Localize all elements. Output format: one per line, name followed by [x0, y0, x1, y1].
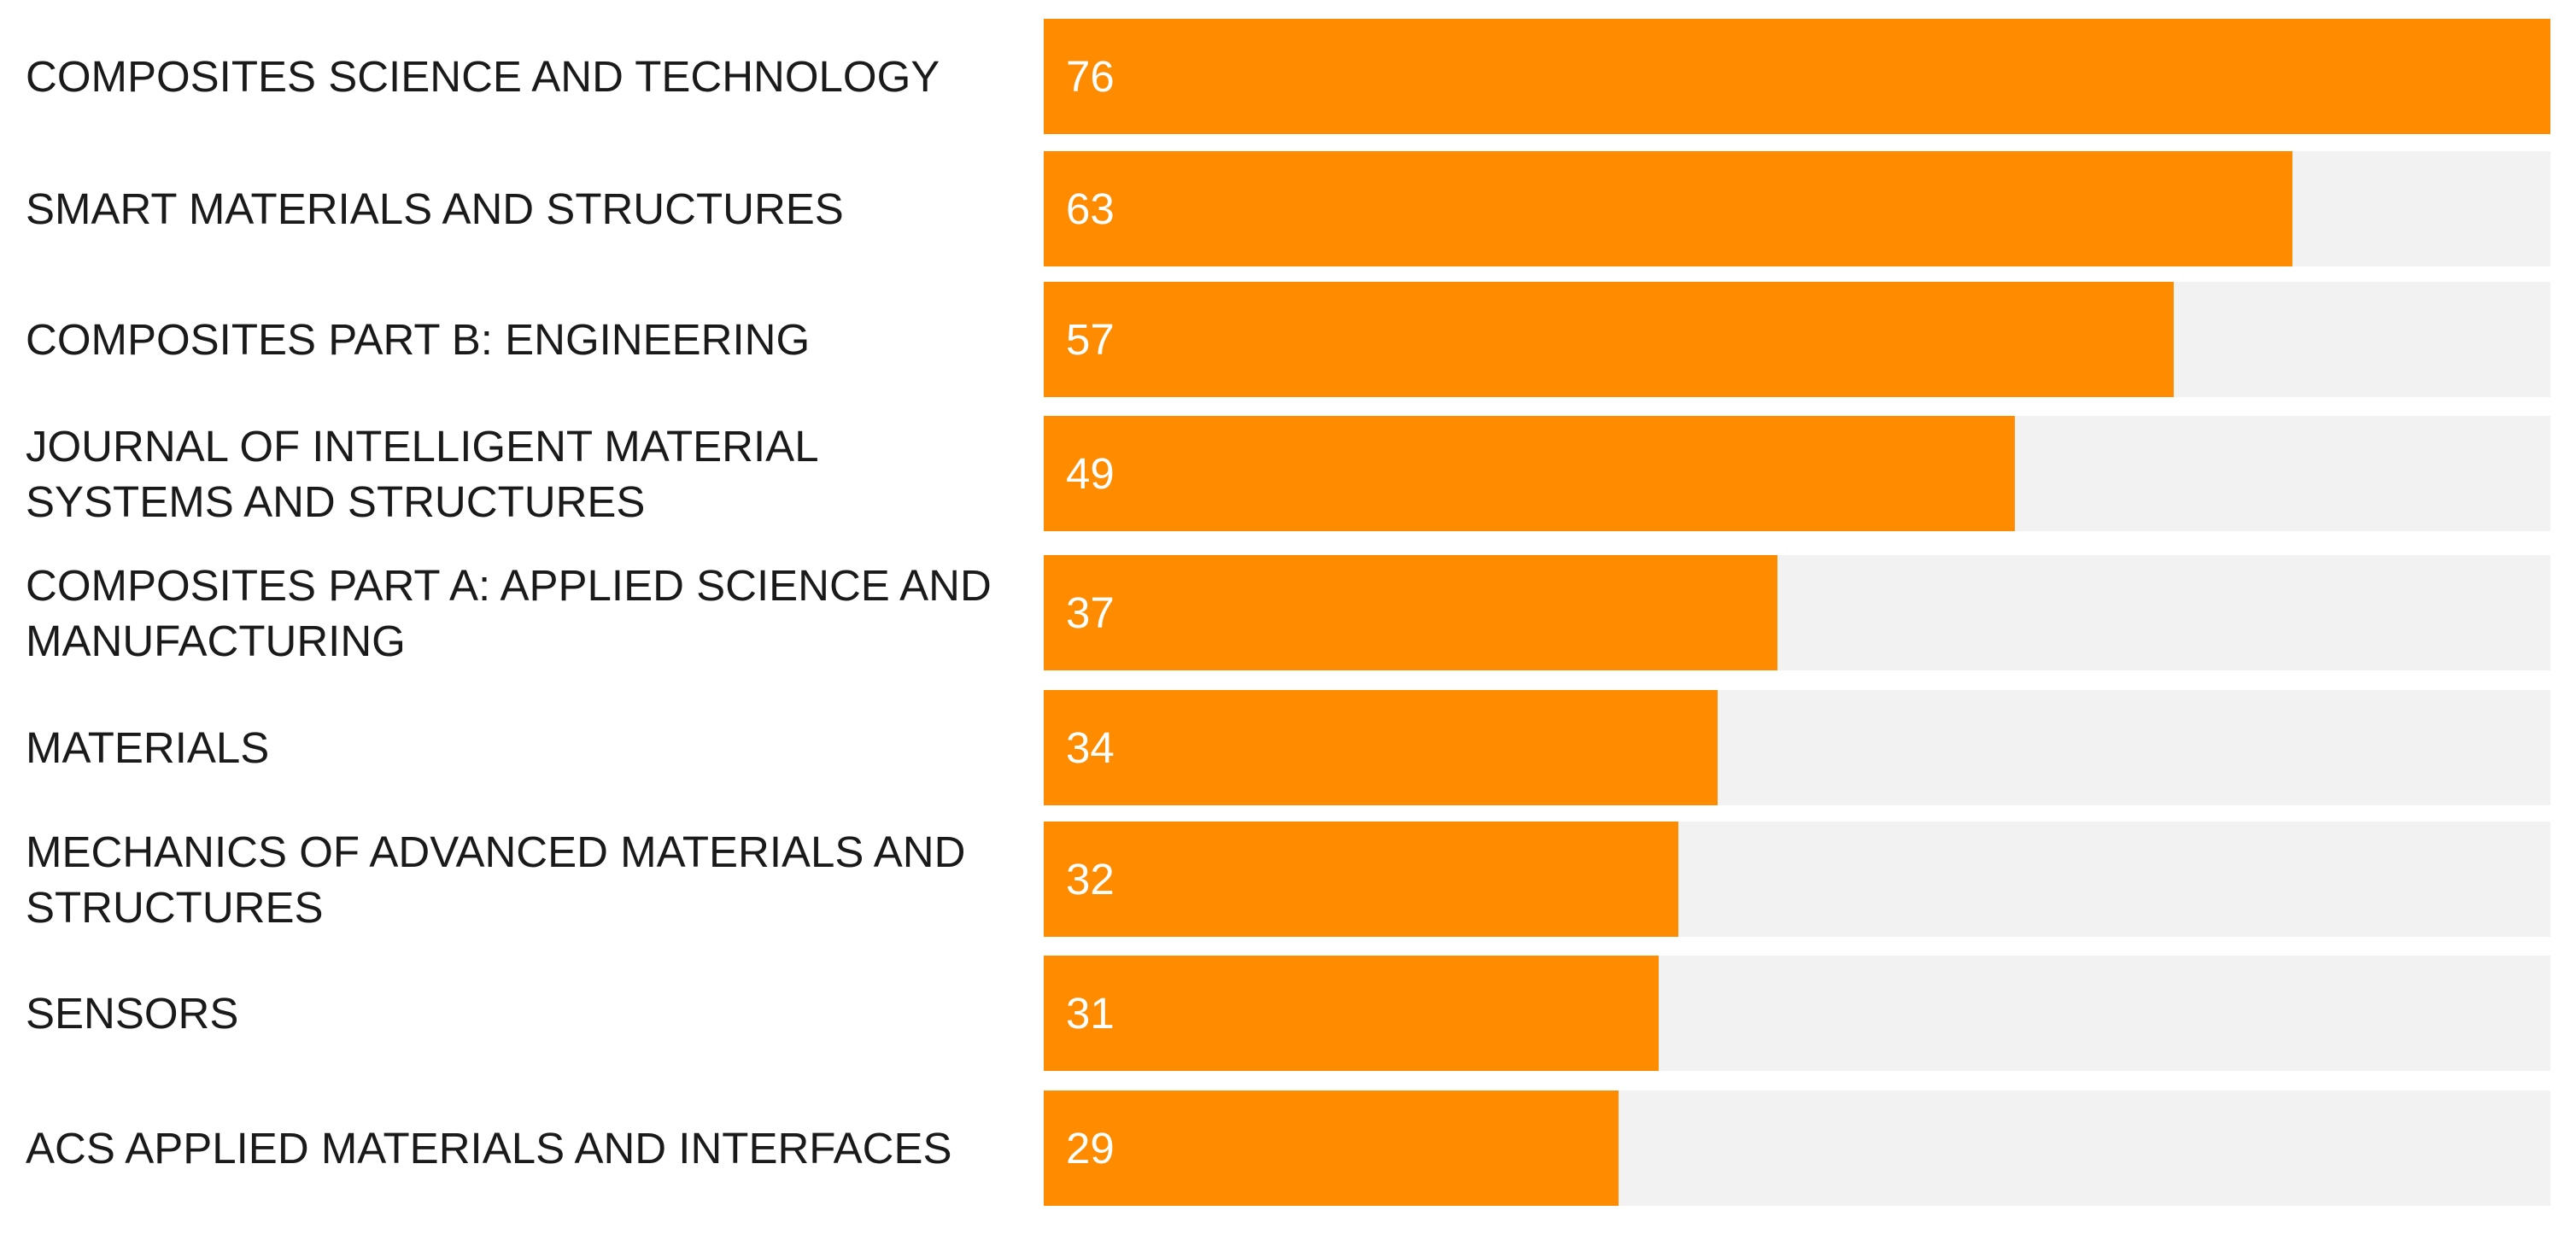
category-label: SENSORS	[26, 989, 239, 1038]
bar-row: ACS APPLIED MATERIALS AND INTERFACES 29	[0, 1091, 2576, 1206]
category-label: COMPOSITES SCIENCE AND TECHNOLOGY	[26, 52, 940, 101]
bar	[1044, 555, 1777, 670]
category-label: ACS APPLIED MATERIALS AND INTERFACES	[26, 1124, 952, 1173]
bar	[1044, 690, 1718, 805]
category-label: MECHANICS OF ADVANCED MATERIALS AND STRU…	[26, 827, 966, 932]
bar-row: SENSORS 31	[0, 956, 2576, 1071]
category-label: JOURNAL OF INTELLIGENT MATERIAL SYSTEMS …	[26, 421, 817, 526]
bar-track: 76	[1044, 19, 2550, 134]
bar-row: MECHANICS OF ADVANCED MATERIALS AND STRU…	[0, 822, 2576, 937]
bar-value-label: 63	[1066, 184, 1115, 233]
category-label: SMART MATERIALS AND STRUCTURES	[26, 184, 844, 233]
category-label: COMPOSITES PART B: ENGINEERING	[26, 315, 811, 364]
bar-row: SMART MATERIALS AND STRUCTURES 63	[0, 151, 2576, 266]
bar-row: JOURNAL OF INTELLIGENT MATERIAL SYSTEMS …	[0, 416, 2576, 531]
bar	[1044, 956, 1659, 1071]
bar-value-label: 37	[1066, 588, 1115, 637]
bar-value-label: 34	[1066, 723, 1115, 772]
bar-value-label: 32	[1066, 855, 1115, 904]
bar-track: 32	[1044, 822, 2550, 937]
bar-value-label: 29	[1066, 1124, 1115, 1173]
category-label: MATERIALS	[26, 723, 270, 772]
bar-value-label: 31	[1066, 989, 1115, 1038]
bar-track: 29	[1044, 1091, 2550, 1206]
bar-row: COMPOSITES PART A: APPLIED SCIENCE AND M…	[0, 555, 2576, 670]
bar-row: COMPOSITES SCIENCE AND TECHNOLOGY 76	[0, 19, 2576, 134]
bar	[1044, 416, 2016, 531]
bar	[1044, 151, 2293, 266]
bar-track: 37	[1044, 555, 2550, 670]
bar-row: MATERIALS 34	[0, 690, 2576, 805]
bar-value-label: 57	[1066, 315, 1115, 364]
bar-row: COMPOSITES PART B: ENGINEERING 57	[0, 282, 2576, 397]
bar-value-label: 76	[1066, 52, 1115, 101]
bar-track: 63	[1044, 151, 2550, 266]
bar-track: 49	[1044, 416, 2550, 531]
category-label: COMPOSITES PART A: APPLIED SCIENCE AND M…	[26, 560, 992, 665]
bar	[1044, 282, 2174, 397]
bar	[1044, 822, 1678, 937]
bar-track: 57	[1044, 282, 2550, 397]
bar-track: 31	[1044, 956, 2550, 1071]
bar-track: 34	[1044, 690, 2550, 805]
bar	[1044, 19, 2550, 134]
bar	[1044, 1091, 1619, 1206]
bar-value-label: 49	[1066, 449, 1115, 498]
